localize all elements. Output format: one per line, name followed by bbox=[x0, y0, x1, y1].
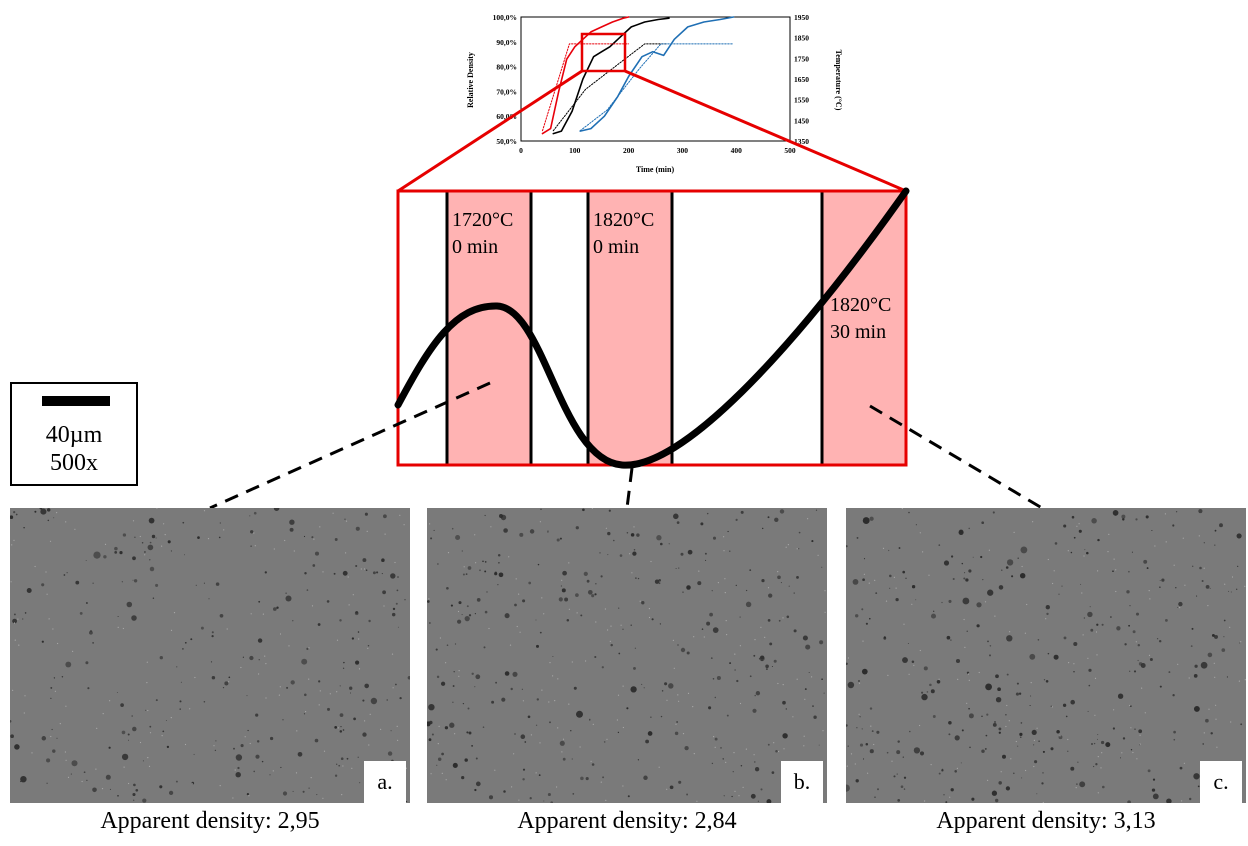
zoom-connector-right bbox=[624, 69, 907, 193]
chart-y2-axis-label: Temperature (°C) bbox=[834, 50, 843, 111]
chart-y2-tick-label: 1850 bbox=[794, 34, 809, 43]
zoom-stage-band-2 bbox=[586, 189, 674, 467]
chart-y-tick-label: 60,0% bbox=[496, 112, 517, 121]
zoom-stage-band-1 bbox=[445, 189, 533, 467]
chart-y-axis-label: Relative Density bbox=[466, 52, 475, 108]
micrograph-a: a. bbox=[10, 508, 410, 803]
chart-series-line-2 bbox=[552, 17, 670, 135]
scale-bar-box: 40µm 500x bbox=[10, 382, 138, 486]
chart-y-tick-label: 100,0% bbox=[493, 13, 517, 22]
zoom-stage-1-temp: 1720°C bbox=[452, 209, 513, 231]
chart-series-line-3 bbox=[579, 16, 735, 132]
zoom-stage-1-time: 0 min bbox=[452, 236, 498, 258]
chart-plot-frame bbox=[520, 16, 791, 142]
zoom-frame bbox=[396, 189, 908, 467]
scale-bar-line bbox=[42, 396, 110, 406]
chart-x-tick-label: 0 bbox=[519, 146, 523, 155]
leader-c bbox=[869, 404, 1043, 510]
chart-y2-tick-label: 1650 bbox=[794, 75, 809, 84]
zoom-connector-left bbox=[397, 69, 583, 193]
leader-b bbox=[625, 467, 634, 509]
chart-y2-tick-label: 1750 bbox=[794, 54, 809, 63]
chart-y2-tick-label: 1950 bbox=[794, 13, 809, 22]
chart-y2-tick-label: 1550 bbox=[794, 96, 809, 105]
zoom-stage-2-time: 0 min bbox=[593, 236, 639, 258]
chart-zoom-region bbox=[580, 32, 627, 73]
chart-series-line-5 bbox=[552, 43, 667, 132]
micrograph-c: c. bbox=[846, 508, 1246, 803]
micrograph-b-caption: Apparent density: 2,84 bbox=[517, 808, 737, 834]
chart-y-tick-label: 90,0% bbox=[496, 38, 517, 47]
chart-y-tick-label: 50,0% bbox=[496, 137, 517, 146]
chart-y2-tick-label: 1350 bbox=[794, 137, 809, 146]
micrograph-c-caption: Apparent density: 3,13 bbox=[936, 808, 1156, 834]
sintering-chart: 0 100 200 300 400 500 50,0% 60,0% 70,0% 80,0% 90,0… bbox=[466, 13, 843, 174]
micrograph-c-tag: c. bbox=[1200, 761, 1242, 803]
scale-bar-length: 40µm bbox=[45, 422, 103, 448]
micrograph-c-image bbox=[846, 508, 1246, 803]
micrograph-a-image bbox=[10, 508, 410, 803]
chart-x-tick-label: 400 bbox=[731, 146, 743, 155]
chart-x-tick-label: 500 bbox=[784, 146, 796, 155]
micrograph-b-tag: b. bbox=[781, 761, 823, 803]
zoom-connectors bbox=[397, 69, 907, 193]
chart-y-tick-label: 70,0% bbox=[496, 87, 517, 96]
micrograph-b: b. bbox=[427, 508, 827, 803]
chart-y2-tick-label: 1450 bbox=[794, 116, 809, 125]
chart-ticks: 0 100 200 300 400 500 50,0% 60,0% 70,0% 80,0% 90,0… bbox=[493, 13, 810, 155]
zoom-density-curve bbox=[394, 187, 910, 469]
chart-x-axis-label: Time (min) bbox=[636, 165, 675, 174]
chart-series-line-6 bbox=[579, 43, 734, 132]
zoom-stage-3-time: 30 min bbox=[830, 321, 886, 343]
chart-x-tick-label: 300 bbox=[677, 146, 689, 155]
micrograph-b-image bbox=[427, 508, 827, 803]
zoom-stage-2-temp: 1820°C bbox=[593, 209, 654, 231]
zoom-stage-3-temp: 1820°C bbox=[830, 294, 891, 316]
chart-x-tick-label: 200 bbox=[623, 146, 635, 155]
zoomed-detail-view: 1720°C 0 min 1820°C 0 min 1820°C 30 min bbox=[394, 187, 910, 469]
micrograph-leaders bbox=[209, 381, 1043, 510]
chart-x-tick-label: 100 bbox=[569, 146, 581, 155]
chart-y-tick-label: 80,0% bbox=[496, 63, 517, 72]
chart-series-line-4 bbox=[542, 43, 630, 132]
micrograph-a-caption: Apparent density: 2,95 bbox=[100, 808, 320, 834]
micrograph-a-tag: a. bbox=[364, 761, 406, 803]
scale-bar-magnification: 500x bbox=[50, 450, 98, 476]
chart-series-group bbox=[541, 16, 735, 135]
leader-a bbox=[209, 381, 491, 510]
